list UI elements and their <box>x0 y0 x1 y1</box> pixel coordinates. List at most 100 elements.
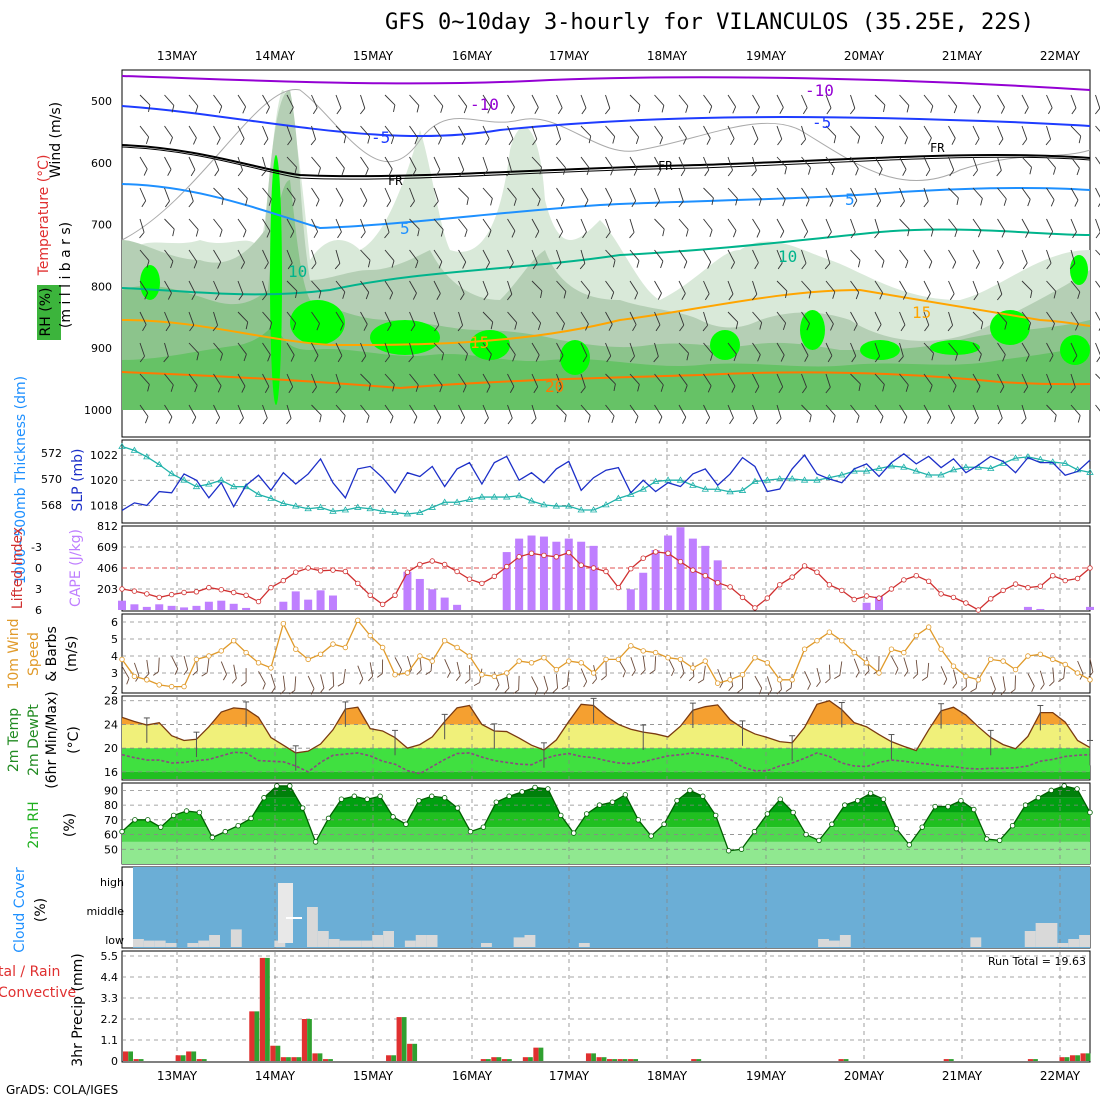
wind-barb-flag <box>850 231 856 239</box>
lifted-index-line-marker <box>516 554 522 560</box>
contour-label: -10 <box>470 95 499 114</box>
wind-barb-flag <box>217 261 222 269</box>
surface-wind-barb <box>153 657 160 676</box>
wind-barb <box>335 94 342 115</box>
low-cloud-bar <box>307 907 318 947</box>
2m-rh-line-marker <box>1048 787 1054 794</box>
wind-barb-staff <box>262 156 267 171</box>
lifted-index-line-marker <box>988 596 994 602</box>
wind-barb <box>188 125 197 145</box>
wind-barb <box>237 218 247 238</box>
wind-barb <box>776 156 787 175</box>
wind-barb-staff <box>458 94 468 107</box>
cape-bar <box>453 604 462 610</box>
thickness-line-marker <box>416 508 424 516</box>
wind-barb <box>311 249 317 270</box>
wind-barb-flag <box>801 386 807 394</box>
low-cloud-bar <box>328 939 340 947</box>
surface-wind-barb <box>640 656 646 675</box>
low-cloud-bar <box>1024 931 1036 947</box>
surface-wind-barb-flag <box>1031 685 1035 693</box>
wind-barb <box>360 125 371 144</box>
wind-barb-flag <box>564 414 567 423</box>
thickness-line-marker <box>924 471 933 478</box>
surface-wind-barb-flag <box>192 670 198 676</box>
surface-wind-barb-flag <box>1040 683 1045 690</box>
wind-barb <box>507 94 515 114</box>
wind-barb <box>457 311 464 332</box>
wind-barb-flag <box>952 385 957 393</box>
rain-precip-bar <box>191 1051 197 1061</box>
low-cloud-bar <box>839 935 851 947</box>
wind-barb-flag <box>267 354 271 362</box>
wind-barb-flag <box>441 353 444 361</box>
wind-barb <box>237 125 245 146</box>
wind-barb-flag <box>660 261 664 269</box>
lifted-index-line-marker <box>801 563 808 569</box>
wind-barb-flag <box>342 291 346 299</box>
cape-bar <box>664 535 673 610</box>
surface-wind-barb <box>601 661 607 681</box>
wind-barb <box>482 94 492 114</box>
wind-barb-staff <box>213 280 220 294</box>
wind-barb-flag <box>190 169 196 177</box>
wind-barb-staff <box>433 94 444 107</box>
wind-barb-flag <box>534 107 539 114</box>
wind-barb <box>311 280 322 299</box>
wind-barb-staff <box>727 218 737 231</box>
surface-wind-barb-flag <box>1079 673 1084 680</box>
wind-barb <box>555 125 562 146</box>
low-cloud-bar <box>524 935 536 947</box>
thickness-line-marker <box>726 488 734 495</box>
wind-barb <box>213 342 223 361</box>
convective-precip-bar <box>280 1057 287 1061</box>
surface-wind-barb <box>552 674 559 693</box>
convective-precip-bar <box>596 1057 602 1061</box>
surface-wind-barb-flag <box>328 685 335 691</box>
2m-rh-line-marker <box>893 825 900 832</box>
2m-rh-line-marker <box>932 803 938 810</box>
wind-barb <box>825 342 833 363</box>
lifted-index-line-marker <box>665 550 671 556</box>
wind-barb-staff <box>654 280 662 294</box>
wind-barb-staff <box>1070 342 1078 356</box>
lifted-index-line-marker <box>590 565 597 571</box>
wind-barb-staff <box>703 187 714 199</box>
surface-wind-barb <box>785 673 793 692</box>
mb-tick-label: 700 <box>91 219 112 232</box>
wind-barb-flag <box>384 232 390 239</box>
wind-barb-flag <box>900 324 906 332</box>
wind-barb-flag <box>217 385 222 393</box>
wind-tick-label: 3 <box>111 667 118 680</box>
wind-barb-staff <box>286 373 294 387</box>
wind-barb-flag <box>1027 322 1032 331</box>
rain-precip-bar <box>1064 1057 1070 1061</box>
wind-barb-flag <box>290 354 295 362</box>
wind-barb-flag <box>367 260 371 268</box>
wind-barb <box>531 311 542 331</box>
wind-barb <box>727 94 737 114</box>
t2-tick-label: 20 <box>104 742 118 755</box>
wind-barb <box>286 218 295 238</box>
wind-barb <box>286 373 294 394</box>
wind-barb-flag <box>556 262 562 270</box>
wind-barb-staff <box>335 125 347 137</box>
wind-barb-flag <box>487 106 492 114</box>
surface-wind-barb-staff <box>394 657 402 670</box>
wind-barb-flag <box>827 355 833 363</box>
wind-barb-flag <box>634 292 639 300</box>
wind-barb <box>335 342 343 363</box>
rain-precip-bar <box>401 1017 407 1061</box>
wind-barb <box>824 249 831 270</box>
wind-barb-flag <box>878 168 883 176</box>
surface-wind-barb <box>940 666 948 685</box>
wind-speed-line-marker <box>714 680 721 686</box>
wind-speed-line-marker <box>1025 653 1031 659</box>
wind-barb-staff <box>335 280 346 293</box>
li-tick-label: 6 <box>35 604 42 617</box>
wind-barb <box>262 311 273 330</box>
wind-barb <box>580 125 592 144</box>
wind-speed-line-marker <box>379 644 386 651</box>
surface-wind-barb-staff <box>183 655 189 670</box>
wind-speed-line-marker <box>454 644 460 651</box>
